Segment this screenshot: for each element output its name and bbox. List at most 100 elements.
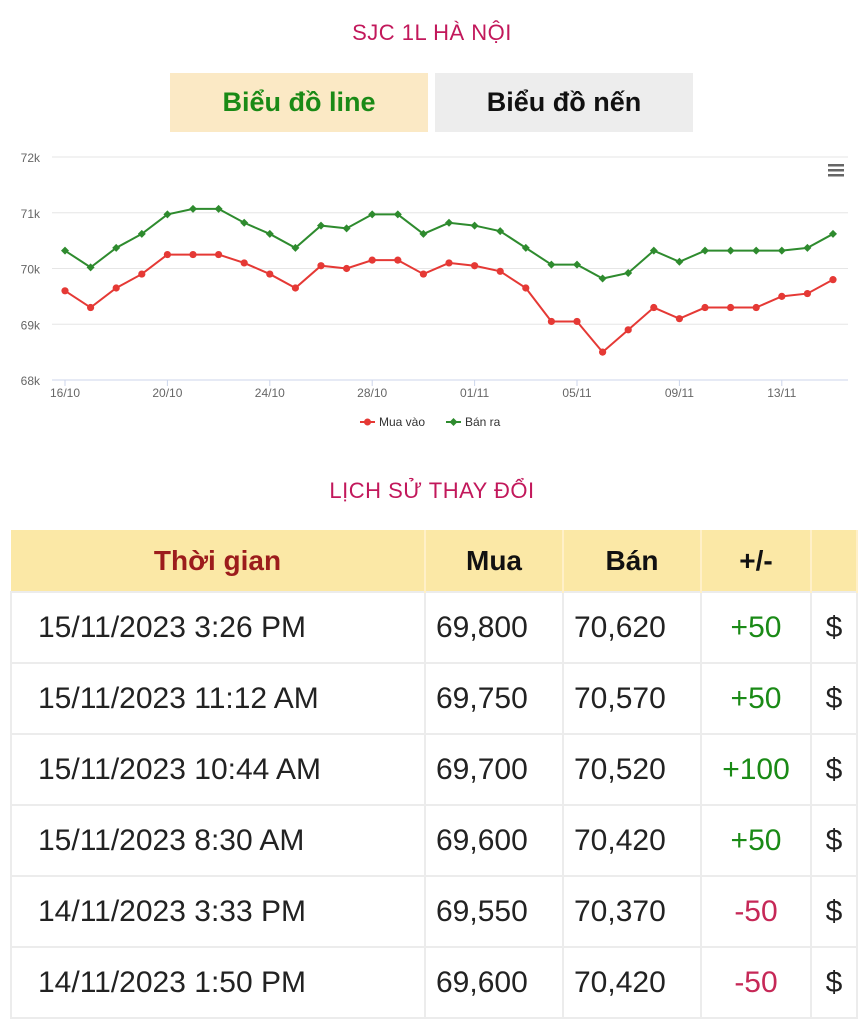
data-point[interactable]: [419, 270, 427, 278]
data-point[interactable]: [649, 246, 658, 255]
legend-marker-mua-vao: [364, 418, 371, 426]
row-time: 14/11/2023 1:50 PM: [10, 946, 426, 1019]
data-point[interactable]: [393, 210, 402, 219]
row-sell: 70,370: [563, 875, 702, 947]
data-point[interactable]: [394, 256, 402, 264]
row-buy: 69,600: [425, 946, 564, 1019]
table-row: 14/11/2023 3:33 PM 69,550 70,370 -50 $: [10, 875, 858, 947]
history-table: Thời gian Mua Bán +/- 15/11/2023 3:26 PM…: [10, 530, 858, 1019]
x-tick-label: 05/11: [562, 386, 591, 400]
data-point[interactable]: [445, 218, 453, 227]
data-point[interactable]: [87, 303, 95, 312]
chart-series: [61, 204, 837, 356]
data-point[interactable]: [624, 268, 633, 277]
data-point[interactable]: [598, 274, 607, 283]
data-point[interactable]: [650, 303, 658, 312]
data-point[interactable]: [240, 259, 248, 267]
table-row: 15/11/2023 3:26 PM 69,800 70,620 +50 $: [10, 591, 858, 663]
data-point[interactable]: [727, 303, 735, 312]
row-change: +100: [701, 733, 812, 805]
data-point[interactable]: [138, 270, 146, 278]
data-point[interactable]: [573, 260, 581, 269]
data-point[interactable]: [342, 224, 351, 233]
data-point[interactable]: [266, 270, 274, 278]
data-point[interactable]: [726, 246, 735, 255]
data-point[interactable]: [86, 263, 95, 272]
data-point[interactable]: [189, 250, 197, 259]
tab-line-chart[interactable]: Biểu đồ line: [170, 73, 428, 132]
tab-candlestick-chart[interactable]: Biểu đồ nến: [435, 73, 693, 132]
legend-label-mua-vao[interactable]: Mua vào: [379, 415, 425, 429]
legend-marker-ban-ra: [449, 418, 458, 426]
data-point[interactable]: [471, 262, 479, 270]
data-point[interactable]: [803, 243, 812, 252]
data-point[interactable]: [496, 227, 505, 236]
row-change: +50: [701, 662, 812, 734]
data-point[interactable]: [573, 317, 581, 326]
data-point[interactable]: [752, 246, 761, 255]
row-dollar-icon[interactable]: $: [811, 733, 858, 805]
x-tick-label: 28/10: [357, 386, 387, 400]
data-point[interactable]: [675, 257, 684, 266]
data-point[interactable]: [445, 259, 453, 267]
y-tick-label: 71k: [21, 207, 41, 221]
data-point[interactable]: [829, 276, 837, 284]
data-point[interactable]: [215, 250, 223, 259]
data-point[interactable]: [752, 303, 760, 312]
table-row: 14/11/2023 1:50 PM 69,600 70,420 -50 $: [10, 946, 858, 1019]
data-point[interactable]: [777, 246, 786, 255]
data-point[interactable]: [778, 292, 786, 300]
data-point[interactable]: [240, 218, 249, 227]
row-dollar-icon[interactable]: $: [811, 662, 858, 734]
header-change: +/-: [701, 530, 812, 592]
row-dollar-icon[interactable]: $: [811, 804, 858, 876]
data-point[interactable]: [317, 221, 325, 230]
data-point[interactable]: [701, 246, 709, 255]
row-buy: 69,750: [425, 662, 564, 734]
data-point[interactable]: [291, 243, 300, 252]
row-dollar-icon[interactable]: $: [811, 875, 858, 947]
data-point[interactable]: [701, 303, 709, 312]
hamburger-menu-icon[interactable]: [828, 164, 844, 177]
data-point[interactable]: [470, 221, 479, 230]
data-point[interactable]: [163, 250, 171, 259]
data-point[interactable]: [419, 229, 428, 238]
data-point[interactable]: [829, 229, 837, 238]
row-dollar-icon[interactable]: $: [811, 946, 858, 1019]
row-change: +50: [701, 804, 812, 876]
data-point[interactable]: [112, 243, 121, 252]
header-sell: Bán: [563, 530, 702, 592]
data-point[interactable]: [547, 317, 556, 326]
row-dollar-icon[interactable]: $: [811, 591, 858, 663]
legend-label-ban-ra[interactable]: Bán ra: [465, 415, 501, 429]
data-point[interactable]: [803, 289, 812, 298]
data-point[interactable]: [265, 229, 274, 238]
data-point[interactable]: [599, 348, 607, 356]
data-point[interactable]: [521, 243, 530, 252]
data-point[interactable]: [317, 262, 325, 270]
data-point[interactable]: [189, 204, 197, 213]
data-point[interactable]: [137, 229, 146, 238]
data-point[interactable]: [368, 210, 377, 219]
row-sell: 70,620: [563, 591, 702, 663]
data-point[interactable]: [343, 264, 351, 273]
data-point[interactable]: [624, 326, 632, 334]
history-title: LỊCH SỬ THAY ĐỔI: [329, 478, 535, 503]
y-tick-label: 68k: [21, 374, 41, 388]
chart-grid: [52, 156, 848, 381]
data-point[interactable]: [496, 267, 504, 275]
data-point[interactable]: [547, 260, 556, 269]
data-point[interactable]: [61, 287, 69, 295]
data-point[interactable]: [368, 256, 376, 264]
x-tick-label: 16/10: [50, 386, 80, 400]
row-time: 15/11/2023 10:44 AM: [10, 733, 426, 805]
data-point[interactable]: [214, 204, 223, 213]
data-point[interactable]: [61, 246, 69, 255]
data-point[interactable]: [522, 284, 530, 292]
data-point[interactable]: [291, 284, 299, 292]
y-axis-ticks: 68k 69k 70k 71k 72k: [21, 151, 41, 388]
data-point[interactable]: [163, 210, 172, 219]
table-row: 15/11/2023 11:12 AM 69,750 70,570 +50 $: [10, 662, 858, 734]
data-point[interactable]: [675, 315, 684, 323]
data-point[interactable]: [112, 284, 120, 292]
